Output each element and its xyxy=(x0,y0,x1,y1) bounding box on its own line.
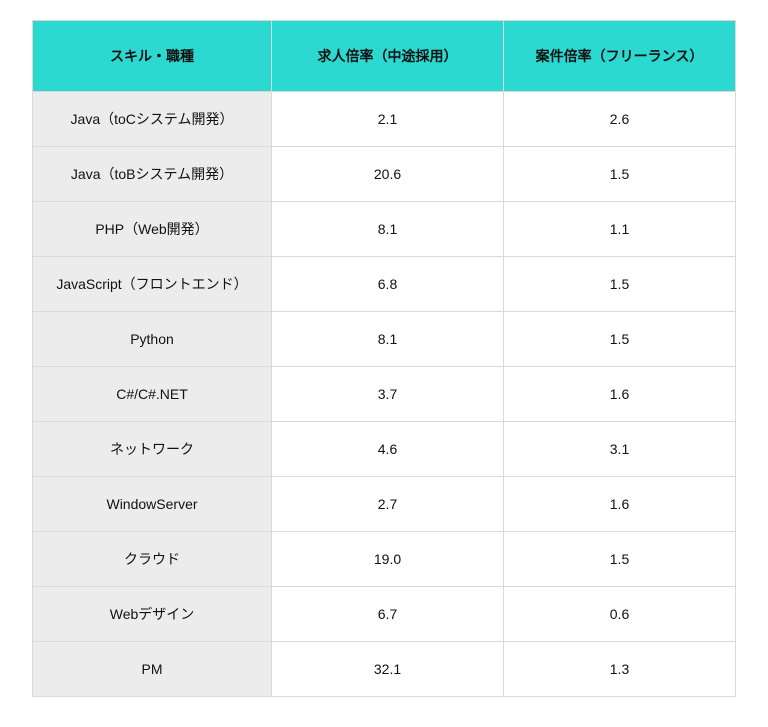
cell-mid: 4.6 xyxy=(272,422,504,477)
col-header-mid: 求人倍率（中途採用） xyxy=(272,21,504,92)
table-row: PM32.11.3 xyxy=(33,642,736,697)
cell-mid: 3.7 xyxy=(272,367,504,422)
table-row: Python8.11.5 xyxy=(33,312,736,367)
table-row: ネットワーク4.63.1 xyxy=(33,422,736,477)
cell-skill: PM xyxy=(33,642,272,697)
cell-mid: 6.8 xyxy=(272,257,504,312)
cell-mid: 20.6 xyxy=(272,147,504,202)
cell-mid: 8.1 xyxy=(272,202,504,257)
cell-skill: Java（toCシステム開発） xyxy=(33,92,272,147)
cell-free: 1.5 xyxy=(504,147,736,202)
cell-skill: クラウド xyxy=(33,532,272,587)
cell-skill: Webデザイン xyxy=(33,587,272,642)
table-row: Java（toCシステム開発）2.12.6 xyxy=(33,92,736,147)
cell-free: 1.6 xyxy=(504,477,736,532)
cell-skill: PHP（Web開発） xyxy=(33,202,272,257)
table-row: クラウド19.01.5 xyxy=(33,532,736,587)
cell-free: 1.5 xyxy=(504,532,736,587)
cell-skill: C#/C#.NET xyxy=(33,367,272,422)
cell-free: 2.6 xyxy=(504,92,736,147)
cell-free: 1.5 xyxy=(504,312,736,367)
table-row: C#/C#.NET3.71.6 xyxy=(33,367,736,422)
cell-mid: 32.1 xyxy=(272,642,504,697)
table-row: Webデザイン6.70.6 xyxy=(33,587,736,642)
table-header-row: スキル・職種 求人倍率（中途採用） 案件倍率（フリーランス） xyxy=(33,21,736,92)
cell-mid: 2.7 xyxy=(272,477,504,532)
cell-free: 1.6 xyxy=(504,367,736,422)
table-container: スキル・職種 求人倍率（中途採用） 案件倍率（フリーランス） Java（toCシ… xyxy=(0,0,768,727)
table-row: WindowServer2.71.6 xyxy=(33,477,736,532)
skills-ratio-table: スキル・職種 求人倍率（中途採用） 案件倍率（フリーランス） Java（toCシ… xyxy=(32,20,736,697)
table-row: Java（toBシステム開発）20.61.5 xyxy=(33,147,736,202)
cell-free: 3.1 xyxy=(504,422,736,477)
cell-free: 1.1 xyxy=(504,202,736,257)
table-row: PHP（Web開発）8.11.1 xyxy=(33,202,736,257)
cell-skill: Java（toBシステム開発） xyxy=(33,147,272,202)
cell-free: 1.5 xyxy=(504,257,736,312)
cell-free: 0.6 xyxy=(504,587,736,642)
col-header-skill: スキル・職種 xyxy=(33,21,272,92)
cell-skill: JavaScript（フロントエンド） xyxy=(33,257,272,312)
cell-skill: Python xyxy=(33,312,272,367)
table-body: Java（toCシステム開発）2.12.6Java（toBシステム開発）20.6… xyxy=(33,92,736,697)
table-row: JavaScript（フロントエンド）6.81.5 xyxy=(33,257,736,312)
cell-mid: 2.1 xyxy=(272,92,504,147)
cell-skill: WindowServer xyxy=(33,477,272,532)
cell-free: 1.3 xyxy=(504,642,736,697)
cell-skill: ネットワーク xyxy=(33,422,272,477)
cell-mid: 8.1 xyxy=(272,312,504,367)
cell-mid: 6.7 xyxy=(272,587,504,642)
cell-mid: 19.0 xyxy=(272,532,504,587)
col-header-free: 案件倍率（フリーランス） xyxy=(504,21,736,92)
